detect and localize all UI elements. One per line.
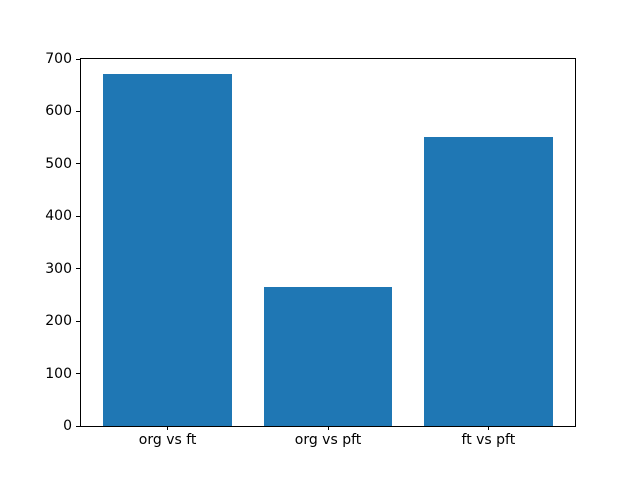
- x-tick-mark: [167, 426, 169, 430]
- plot-area: 0 100 200 300 400 500 600 700 org vs ft org vs pf…: [45, 52, 576, 447]
- y-tick-label: 300: [45, 260, 72, 277]
- y-tick-mark: [76, 58, 80, 60]
- y-tick-mark: [76, 268, 80, 270]
- bar-org-vs-pft: [263, 287, 393, 426]
- y-tick-label: 0: [63, 418, 72, 434]
- y-tick-mark: [76, 163, 80, 165]
- x-tick-label: org vs pft: [294, 432, 362, 448]
- x-tick-mark: [487, 426, 489, 430]
- y-tick-label: 100: [45, 365, 72, 382]
- y-tick-label: 400: [45, 208, 72, 225]
- y-tick-mark: [76, 320, 80, 322]
- y-tick-label: 700: [45, 51, 72, 67]
- y-tick-mark: [76, 425, 80, 427]
- x-tick-label: org vs ft: [138, 432, 197, 448]
- y-tick-label: 500: [45, 155, 72, 172]
- x-tick-label: ft vs pft: [461, 432, 516, 448]
- y-tick-mark: [76, 373, 80, 375]
- x-tick-mark: [327, 426, 329, 430]
- y-tick-mark: [76, 110, 80, 112]
- bar-org-vs-ft: [103, 73, 232, 426]
- y-tick-label: 600: [45, 103, 72, 120]
- y-tick-mark: [76, 215, 80, 217]
- bar-ft-vs-pft: [424, 136, 553, 426]
- y-tick-label: 200: [45, 313, 72, 330]
